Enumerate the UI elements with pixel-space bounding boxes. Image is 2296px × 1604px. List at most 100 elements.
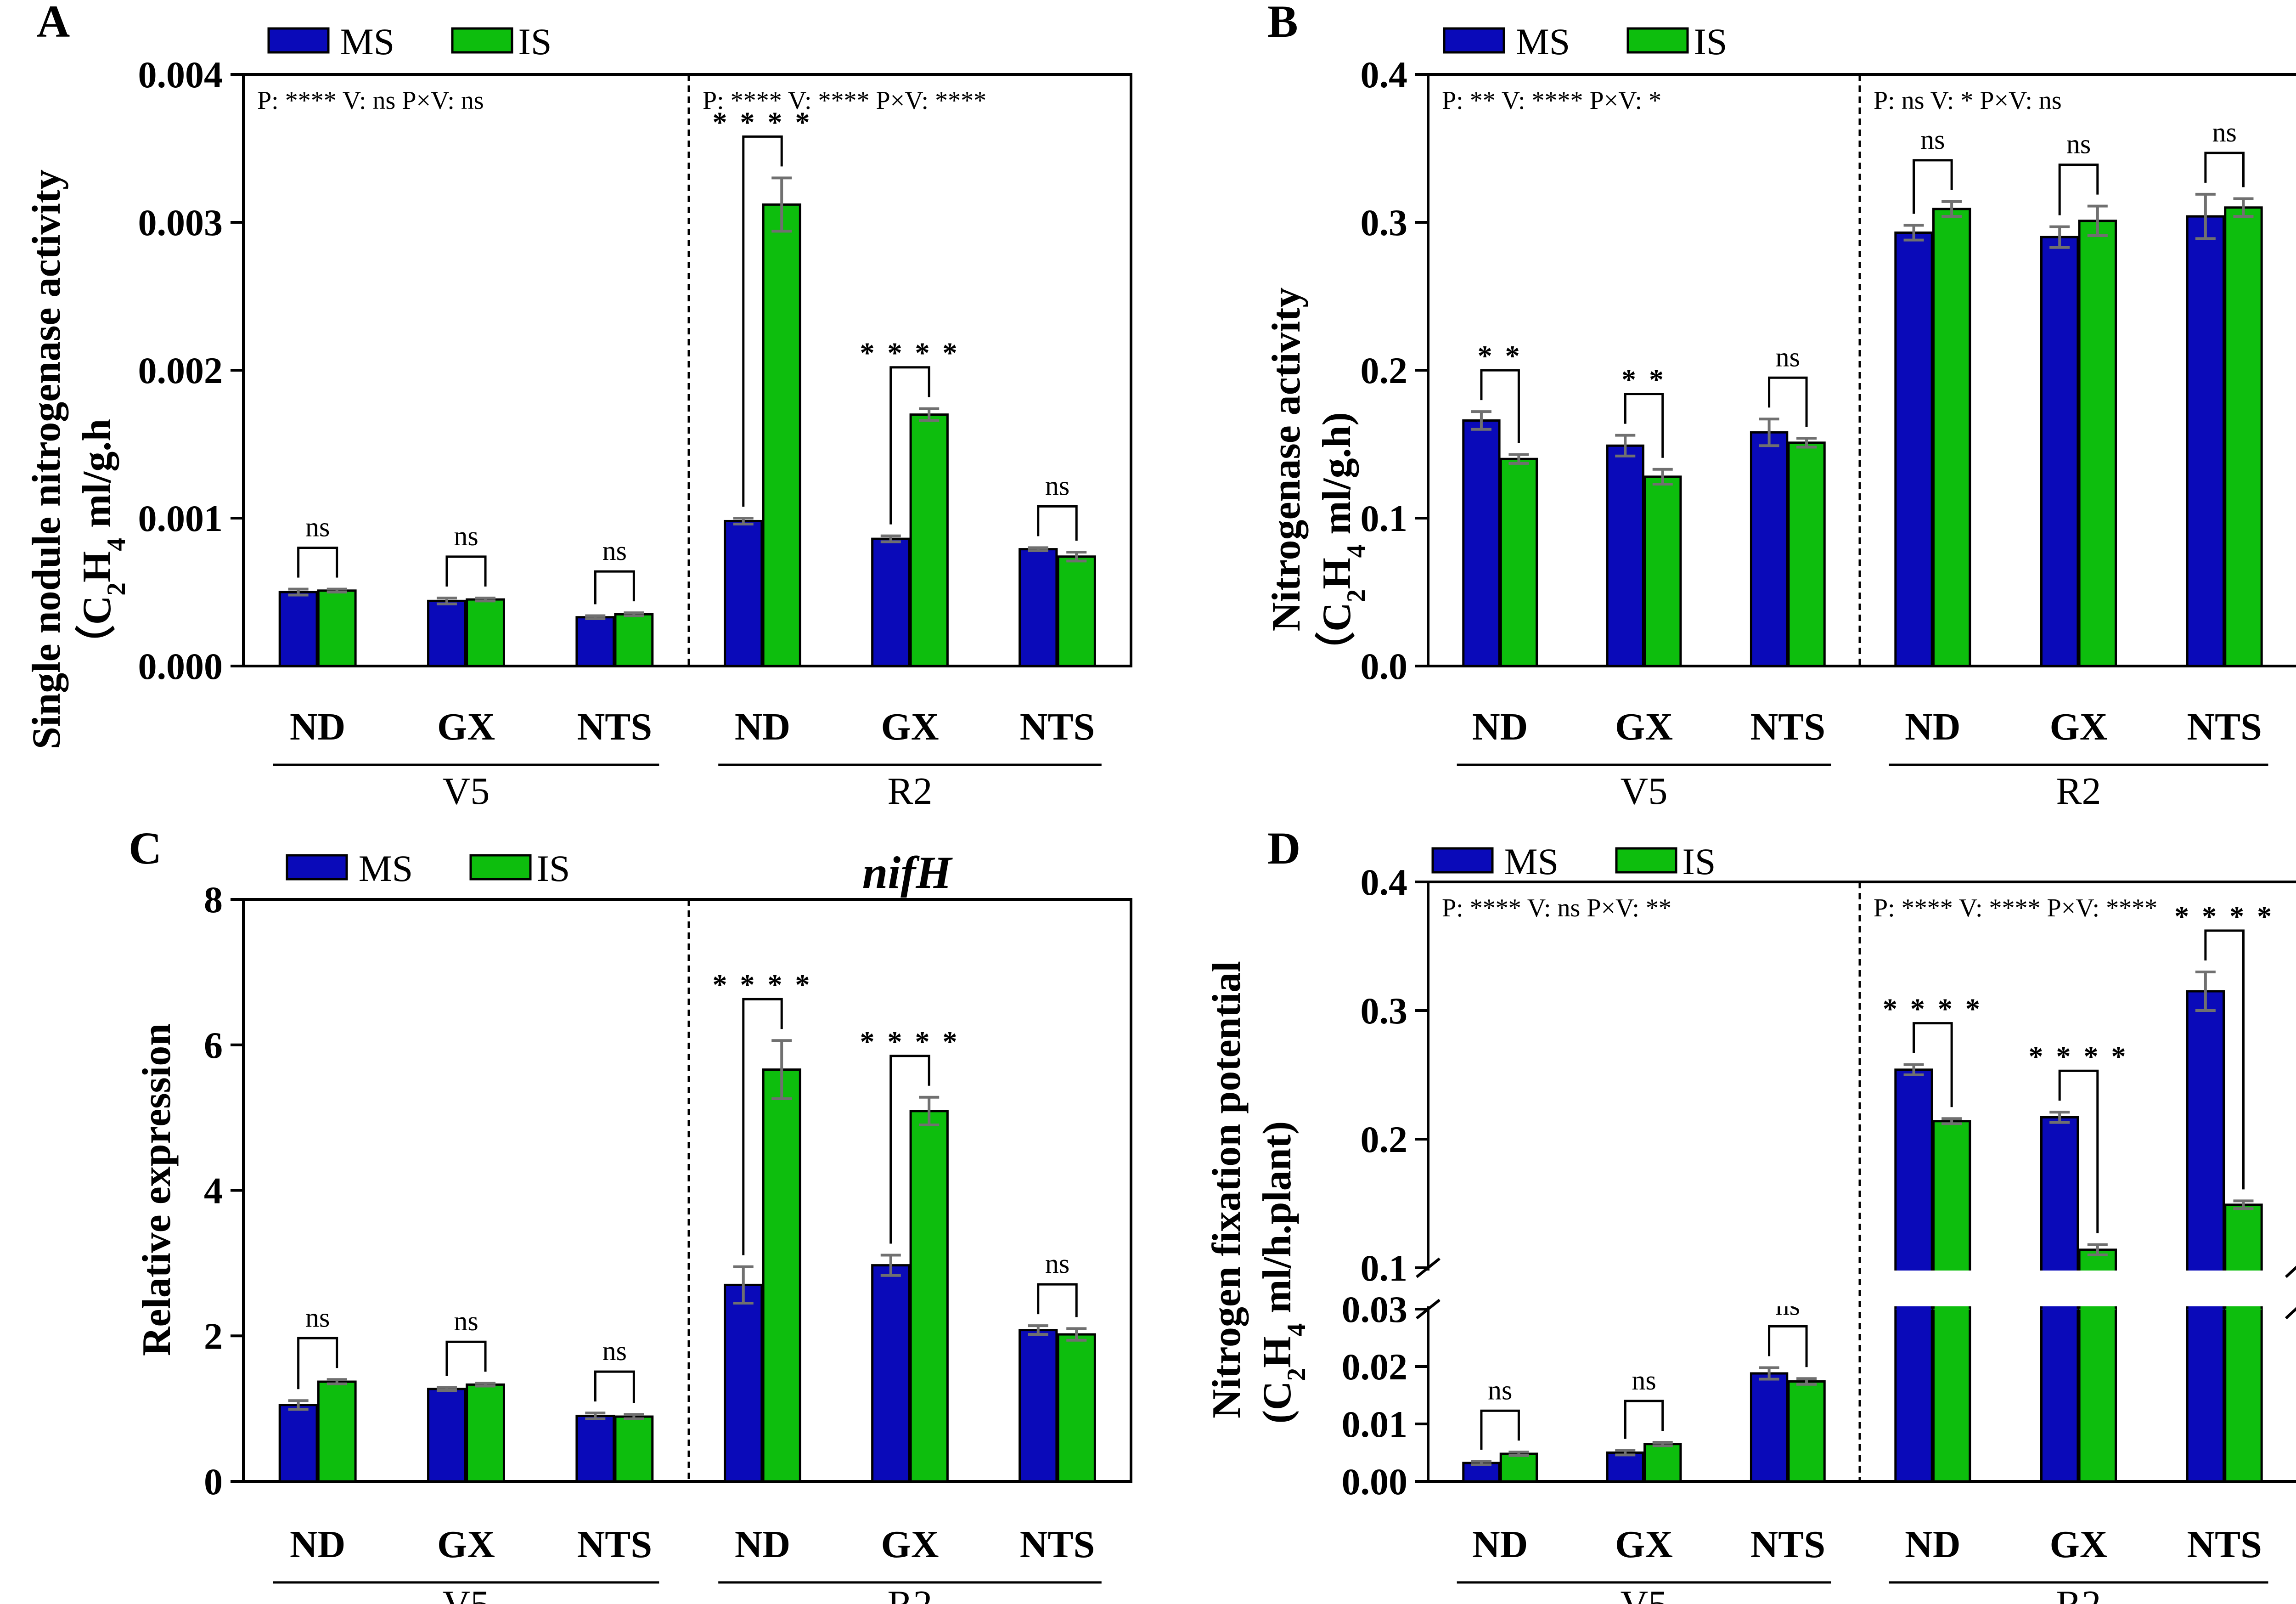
y-tick-label: 0.1 [1361, 1247, 1408, 1289]
bar-ms-v5-gx [427, 599, 467, 667]
significance-bracket [742, 998, 783, 1255]
bar-is-r2-gx [909, 413, 949, 667]
bar-is-r2-gx [909, 1110, 949, 1483]
significance-bracket [594, 1370, 635, 1403]
legend-label-is: IS [518, 21, 552, 62]
significance-label: ns [1045, 1248, 1069, 1279]
bar-is-r2-gx [2078, 220, 2117, 667]
group-label: V5 [443, 770, 490, 813]
legend-swatch-is [1615, 847, 1677, 874]
plot-frame [1427, 881, 2296, 1483]
panel-label: C [129, 823, 162, 874]
panel-B: 0.0 0.1 0.2 0.3 0.4 Nitrogenase activity（C2H4… [1264, 0, 2296, 813]
y-axis-label: Nitrogen fixation potential [1204, 961, 1249, 1418]
legend-swatch-ms [267, 27, 330, 54]
bar-is-v5-nd [1499, 1452, 1538, 1483]
significance-bracket [1624, 1400, 1664, 1439]
y-tick-label: 0.000 [138, 645, 223, 687]
significance-label: * * * * [2174, 900, 2274, 932]
bar-ms-v5-nts [575, 616, 615, 667]
y-tick-label: 0.4 [1361, 861, 1408, 903]
y-tick-label: 6 [204, 1024, 223, 1066]
legend-swatch-ms [1443, 27, 1505, 54]
y-tick-label: 0.0 [1361, 645, 1408, 687]
bar-ms-r2-nts [1019, 548, 1058, 667]
legend-label-ms: MS [340, 21, 395, 62]
axis-break-mark [2285, 1307, 2296, 1320]
y-tick-label: 0.3 [1361, 990, 1408, 1032]
bar-ms-r2-gx [871, 537, 911, 667]
axis-break-mark [2285, 1265, 2296, 1278]
bar-is-v5-gx [466, 598, 505, 667]
axis-break-gap [1410, 1271, 2296, 1306]
significance-label: ns [1488, 1375, 1512, 1405]
significance-bracket [1037, 1283, 1078, 1317]
significance-bracket [445, 555, 487, 587]
bar-is-r2-nts [1057, 1333, 1096, 1483]
legend-swatch-ms [1431, 847, 1494, 874]
category-label: GX [1615, 706, 1673, 748]
legend-label-is: IS [537, 847, 570, 889]
plot-frame [242, 73, 1132, 667]
legend-swatch-ms [286, 854, 348, 881]
category-label: GX [2050, 706, 2108, 748]
y-axis-label: Nitrogenase activity [1264, 288, 1309, 632]
bar-is-r2-nts [2224, 206, 2263, 667]
y-tick-label: 4 [204, 1170, 223, 1212]
bar-is-r2-nd [1932, 208, 1971, 667]
legend-label-ms: MS [1516, 21, 1570, 62]
panel-A: 0.000 0.001 0.002 0.003 0.004 Single nodule n… [24, 0, 1132, 813]
significance-label: ns [1920, 124, 1945, 155]
category-label: ND [735, 706, 790, 748]
y-tick-label: 0.3 [1361, 202, 1408, 243]
category-label: GX [881, 706, 939, 748]
significance-bracket [1624, 393, 1664, 458]
bar-is-r2-nts [1057, 555, 1096, 667]
category-label: NTS [2187, 1523, 2262, 1566]
significance-label: * * * * [1883, 993, 1983, 1025]
bar-is-v5-gx [1643, 475, 1682, 667]
category-label: ND [290, 1523, 345, 1566]
y-tick-label: 0.01 [1342, 1403, 1408, 1445]
bar-is-v5-nd [1499, 457, 1538, 667]
bar-is-v5-nts [614, 613, 654, 667]
bar-is-r2-nd [762, 203, 801, 667]
legend-label-ms: MS [359, 847, 413, 889]
bar-ms-r2-nd [724, 520, 763, 667]
category-label: ND [735, 1523, 790, 1566]
category-label: NTS [1750, 706, 1825, 748]
bar-ms-v5-gx [1606, 444, 1644, 667]
significance-label: ns [305, 512, 330, 542]
category-label: ND [1905, 1523, 1960, 1566]
y-tick-label: 0.003 [138, 202, 223, 243]
bar-is-r2-nts [2224, 1203, 2263, 1483]
category-label: GX [2050, 1523, 2108, 1566]
category-label: ND [290, 706, 345, 748]
category-label: ND [1472, 706, 1528, 748]
bar-ms-r2-nd [1894, 232, 1933, 667]
category-label: ND [1472, 1523, 1528, 1566]
y-tick-label: 2 [204, 1315, 223, 1357]
bar-ms-v5-nd [278, 1404, 318, 1483]
y-tick-label: 8 [204, 879, 223, 921]
bar-ms-v5-gx [427, 1388, 467, 1483]
significance-label: ns [1776, 342, 1800, 372]
bar-ms-v5-nts [1750, 1372, 1789, 1483]
category-label: NTS [1750, 1523, 1825, 1566]
y-axis-unit-label: （C2H4 ml/g.h [75, 419, 131, 665]
significance-label: ns [454, 1306, 478, 1336]
group-label: V5 [1621, 1583, 1668, 1604]
group-label: R2 [2056, 770, 2101, 813]
group-label: R2 [887, 1583, 932, 1604]
stats-label: P: **** V: ns P×V: ns [257, 86, 484, 115]
category-label: GX [881, 1523, 939, 1566]
significance-bracket [1480, 1409, 1520, 1450]
significance-bracket [889, 366, 930, 525]
bar-ms-r2-nts [2186, 215, 2225, 667]
legend-label-is: IS [1683, 841, 1716, 882]
significance-bracket [1480, 369, 1520, 443]
significance-label: ns [305, 1302, 330, 1333]
group-label: V5 [1621, 770, 1668, 813]
significance-label: ns [454, 521, 478, 551]
bar-is-v5-nts [1787, 441, 1826, 667]
